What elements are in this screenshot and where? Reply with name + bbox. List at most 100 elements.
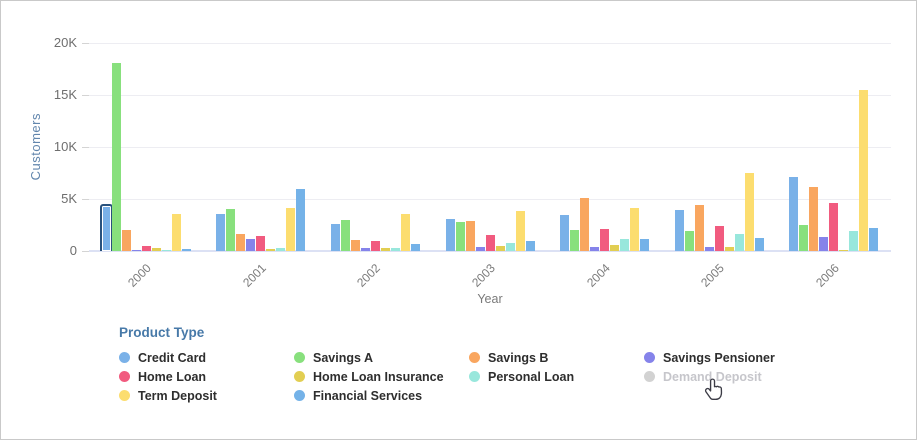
bar-home-loan-2002[interactable] (370, 241, 380, 251)
bar-savings-a-2003[interactable] (455, 222, 465, 251)
bar-credit-card-2002[interactable] (330, 224, 340, 251)
bar-financial-services-2003[interactable] (525, 241, 535, 251)
legend-item-credit-card[interactable]: Credit Card (119, 350, 294, 365)
bar-personal-loan-2004[interactable] (620, 239, 630, 251)
bar-savings-a-2002[interactable] (340, 220, 350, 251)
bar-home-loan-insurance-2003[interactable] (495, 246, 505, 251)
bar-financial-services-2005[interactable] (754, 238, 764, 251)
bar-term-deposit-2004[interactable] (630, 208, 640, 251)
gridline-20K (89, 43, 891, 44)
legend-item-savings-b[interactable]: Savings B (469, 351, 644, 365)
bar-financial-services-2006[interactable] (869, 228, 879, 251)
y-tick-mark (82, 43, 89, 44)
bar-savings-pensioner-2006[interactable] (819, 237, 829, 251)
bar-term-deposit-2005[interactable] (744, 173, 754, 251)
bar-savings-pensioner-2003[interactable] (475, 247, 485, 251)
bar-credit-card-2003[interactable] (445, 219, 455, 251)
bar-personal-loan-2003[interactable] (505, 243, 515, 251)
bar-savings-a-2001[interactable] (226, 209, 236, 251)
y-tick-mark (82, 251, 89, 252)
bar-home-loan-insurance-2004[interactable] (610, 245, 620, 251)
bar-savings-b-2005[interactable] (694, 205, 704, 251)
gridline-10K (89, 147, 891, 148)
x-tick-label-2001: 2001 (239, 261, 269, 290)
bar-financial-services-2004[interactable] (640, 239, 650, 251)
bar-savings-b-2006[interactable] (809, 187, 819, 251)
bar-home-loan-2000[interactable] (141, 246, 151, 251)
bar-credit-card-2004[interactable] (560, 215, 570, 251)
bar-savings-pensioner-2001[interactable] (246, 239, 256, 251)
bar-financial-services-2002[interactable] (410, 244, 420, 251)
y-tick-label-10K: 10K (53, 139, 77, 154)
bar-home-loan-2001[interactable] (256, 236, 266, 251)
bar-group-2006 (789, 90, 879, 251)
legend-item-savings-pensioner[interactable]: Savings Pensioner (644, 351, 819, 365)
bar-group-2005 (674, 173, 764, 251)
y-tick-mark (82, 147, 89, 148)
legend-item-label: Personal Loan (488, 369, 575, 384)
bar-credit-card-2001[interactable] (216, 214, 226, 251)
legend-item-label: Savings A (313, 350, 373, 365)
bar-group-2004 (560, 198, 650, 251)
bar-term-deposit-2001[interactable] (286, 208, 296, 251)
bar-savings-b-2000[interactable] (121, 230, 131, 251)
legend-item-financial-services[interactable]: Financial Services (294, 389, 469, 403)
bar-credit-card-2005[interactable] (674, 210, 684, 251)
legend-item-label: Home Loan (138, 369, 207, 384)
bar-home-loan-2004[interactable] (600, 229, 610, 251)
y-tick-mark (82, 199, 89, 200)
x-tick-label-2002: 2002 (354, 261, 384, 290)
gridline-5K (89, 199, 891, 200)
bar-financial-services-2000[interactable] (181, 249, 191, 251)
bar-credit-card-2006[interactable] (789, 177, 799, 251)
legend-item-savings-a[interactable]: Savings A (294, 350, 469, 365)
bar-savings-pensioner-2005[interactable] (704, 247, 714, 251)
bar-financial-services-2001[interactable] (296, 189, 306, 251)
legend: Product Type Credit Card Savings A Savings… (119, 325, 819, 403)
y-tick-label-0: 0 (69, 243, 77, 258)
legend-item-label: Demand Deposit (663, 369, 762, 384)
legend-marker-icon (119, 352, 130, 363)
bar-personal-loan-2006[interactable] (849, 231, 859, 251)
bar-home-loan-insurance-2006[interactable] (839, 250, 849, 251)
legend-item-term-deposit[interactable]: Term Deposit (119, 388, 294, 403)
bar-home-loan-2005[interactable] (714, 226, 724, 251)
legend-item-personal-loan[interactable]: Personal Loan (469, 369, 644, 384)
bar-term-deposit-2002[interactable] (400, 214, 410, 251)
legend-item-demand-deposit[interactable]: Demand Deposit (644, 369, 819, 384)
bar-term-deposit-2006[interactable] (859, 90, 869, 251)
bar-home-loan-insurance-2002[interactable] (380, 248, 390, 251)
legend-item-home-loan-insurance[interactable]: Home Loan Insurance (294, 370, 469, 384)
legend-item-home-loan[interactable]: Home Loan (119, 369, 294, 384)
bar-savings-pensioner-2002[interactable] (360, 248, 370, 251)
bar-savings-b-2004[interactable] (580, 198, 590, 251)
legend-marker-icon (294, 371, 305, 382)
bar-term-deposit-2000[interactable] (171, 214, 181, 251)
bar-group-2003 (445, 211, 535, 251)
bar-home-loan-insurance-2001[interactable] (266, 249, 276, 251)
bar-savings-b-2001[interactable] (236, 234, 246, 251)
y-tick-label-20K: 20K (53, 35, 77, 50)
bar-home-loan-insurance-2005[interactable] (724, 247, 734, 251)
bar-personal-loan-2002[interactable] (390, 248, 400, 251)
bar-personal-loan-2005[interactable] (734, 234, 744, 251)
bar-savings-a-2000[interactable] (111, 63, 121, 251)
legend-item-label: Term Deposit (138, 388, 217, 403)
bar-savings-a-2006[interactable] (799, 225, 809, 251)
bar-savings-pensioner-2004[interactable] (590, 247, 600, 251)
plot-area (89, 43, 891, 252)
legend-item-label: Credit Card (138, 350, 207, 365)
bar-home-loan-2006[interactable] (829, 203, 839, 251)
bar-savings-b-2003[interactable] (465, 221, 475, 251)
bar-group-2002 (330, 214, 420, 251)
bar-term-deposit-2003[interactable] (515, 211, 525, 251)
bar-savings-b-2002[interactable] (350, 240, 360, 251)
bar-home-loan-2003[interactable] (485, 235, 495, 251)
bar-personal-loan-2000[interactable] (161, 250, 171, 251)
legend-items: Credit Card Savings A Savings B Savings Pen… (119, 350, 819, 403)
bar-savings-pensioner-2000[interactable] (131, 250, 141, 251)
bar-home-loan-insurance-2000[interactable] (151, 248, 161, 251)
bar-personal-loan-2001[interactable] (276, 248, 286, 251)
bar-savings-a-2005[interactable] (684, 231, 694, 251)
bar-savings-a-2004[interactable] (570, 230, 580, 251)
